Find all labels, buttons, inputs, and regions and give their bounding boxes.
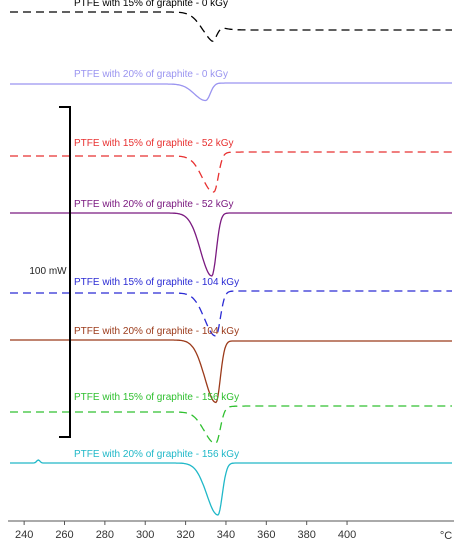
- x-tick-label: 240: [15, 529, 33, 541]
- series-curve: [10, 151, 452, 193]
- x-axis-unit: °C: [440, 530, 452, 542]
- x-tick-label: 280: [96, 529, 114, 541]
- scale-bar: 100 mW: [29, 106, 71, 438]
- x-tick-label: 340: [217, 529, 235, 541]
- series-curve: [10, 11, 452, 42]
- series-curve: [10, 339, 452, 404]
- series-label: PTFE with 15% of graphite - 104 kGy: [74, 277, 239, 288]
- series-label: PTFE with 15% of graphite - 0 kGy: [74, 0, 228, 9]
- x-axis: 240 260 280 300 320 340 360 380 400 °C: [8, 520, 454, 542]
- scale-bar-label: 100 mW: [29, 266, 67, 277]
- x-tick-label: 260: [55, 529, 73, 541]
- series-curve: [10, 212, 452, 277]
- x-tick-label: 320: [176, 529, 194, 541]
- series-label: PTFE with 15% of graphite - 156 kGy: [74, 392, 239, 403]
- x-tick-label: 400: [338, 529, 356, 541]
- x-tick-label: 380: [297, 529, 315, 541]
- series-label: PTFE with 20% of graphite - 156 kGy: [74, 449, 239, 460]
- series-curve: [10, 290, 452, 337]
- series-curve: [10, 405, 452, 444]
- series-label: PTFE with 20% of graphite - 0 kGy: [74, 69, 228, 80]
- curves-group: [10, 11, 452, 516]
- x-tick-label: 300: [136, 529, 154, 541]
- series-curve: [10, 82, 452, 102]
- series-label: PTFE with 15% of graphite - 52 kGy: [74, 138, 234, 149]
- curve-labels-group: PTFE with 15% of graphite - 0 kGy PTFE wi…: [74, 0, 239, 460]
- series-curve: [10, 459, 452, 516]
- series-label: PTFE with 20% of graphite - 104 kGy: [74, 326, 239, 337]
- x-tick-label: 360: [257, 529, 275, 541]
- series-label: PTFE with 20% of graphite - 52 kGy: [74, 199, 234, 210]
- x-axis-ticks: 240 260 280 300 320 340 360 380 400: [15, 521, 356, 541]
